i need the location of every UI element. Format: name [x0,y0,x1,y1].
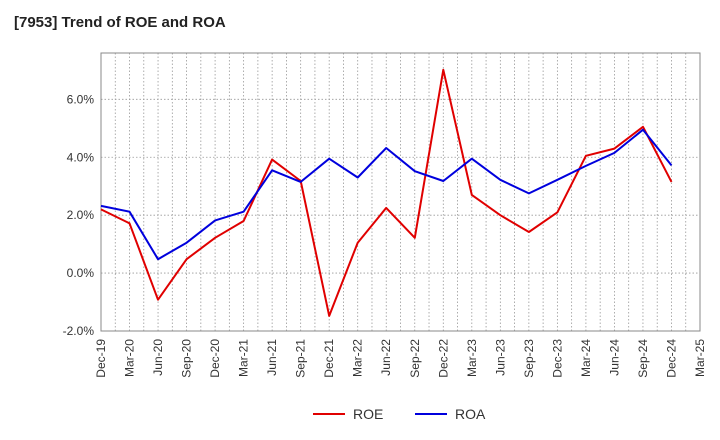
x-tick-label: Mar-21 [237,339,251,377]
chart-title: [7953] Trend of ROE and ROA [14,14,226,31]
y-tick-label: 4.0% [67,150,95,164]
x-tick-label: Sep-22 [408,339,422,378]
x-tick-label: Mar-22 [351,339,365,377]
x-tick-label: Jun-24 [607,339,621,376]
grid-lines [100,53,701,332]
legend-label: ROE [353,406,383,422]
x-tick-label: Sep-21 [294,339,308,378]
x-tick-label: Sep-20 [180,339,194,378]
y-tick-label: 0.0% [67,266,95,280]
series-lines [100,68,673,317]
x-tick-label: Dec-24 [664,339,678,378]
x-tick-label: Dec-19 [94,339,108,378]
y-tick-label: 2.0% [67,208,95,222]
legend: ROE ROA [313,406,486,422]
series-line-roa [100,128,673,261]
x-tick-label: Mar-24 [579,339,593,377]
x-tick-label: Sep-23 [522,339,536,378]
y-tick-label: -2.0% [63,324,95,338]
x-tick-label: Jun-22 [379,339,393,376]
x-tick-label: Jun-20 [151,339,165,376]
x-tick-label: Jun-21 [265,339,279,376]
plot-area [100,52,701,332]
x-tick-label: Mar-23 [465,339,479,377]
x-tick-label: Dec-23 [550,339,564,378]
x-axis: Dec-19 Mar-20 Jun-20 Sep-20 Dec-20 Mar-21 Jun-… [94,339,707,378]
x-tick-label: Sep-24 [636,339,650,378]
x-tick-label: Jun-23 [493,339,507,376]
x-tick-label: Dec-21 [322,339,336,378]
series-line-roe [100,68,673,317]
y-axis: -2.0% 0.0% 2.0% 4.0% 6.0% [63,92,95,338]
x-tick-label: Mar-20 [123,339,137,377]
legend-label: ROA [455,406,486,422]
y-tick-label: 6.0% [67,92,95,106]
x-tick-label: Dec-20 [208,339,222,378]
x-tick-label: Dec-22 [436,339,450,378]
x-tick-label: Mar-25 [693,339,707,377]
